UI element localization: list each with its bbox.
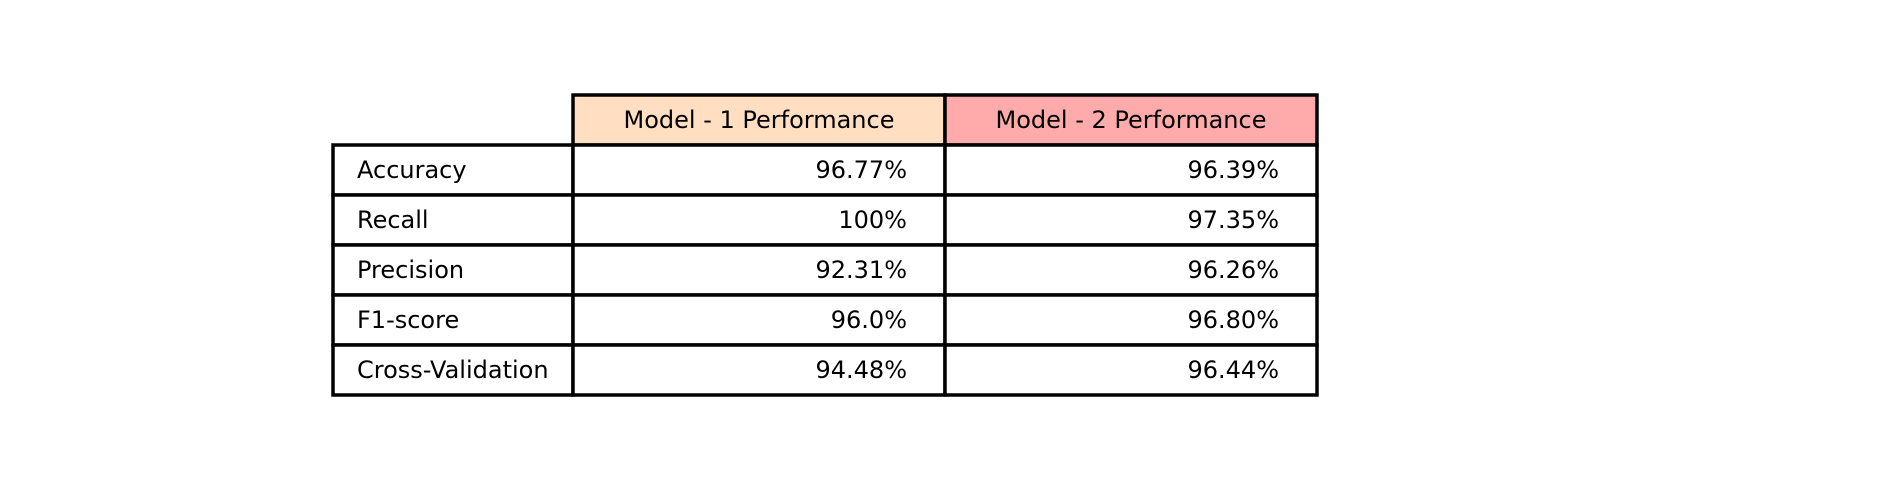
cell-value: 94.48% xyxy=(815,356,907,384)
column-header-label: Model - 1 Performance xyxy=(624,106,895,134)
cell-value: 96.80% xyxy=(1187,306,1279,334)
row-label-cell xyxy=(331,293,575,347)
value-cell xyxy=(943,293,1319,347)
value-cell xyxy=(943,193,1319,247)
value-cell xyxy=(943,343,1319,397)
cell-value: 92.31% xyxy=(815,256,907,284)
row-label-cell xyxy=(331,193,575,247)
cell-value: 96.39% xyxy=(1187,156,1279,184)
row-label: Cross-Validation xyxy=(357,356,549,384)
row-label: F1-score xyxy=(357,306,459,334)
cell-value: 96.26% xyxy=(1187,256,1279,284)
column-header-label: Model - 2 Performance xyxy=(996,106,1267,134)
cell-value: 100% xyxy=(838,206,907,234)
cell-value: 96.44% xyxy=(1187,356,1279,384)
cell-value: 97.35% xyxy=(1187,206,1279,234)
cell-value: 96.0% xyxy=(831,306,907,334)
row-label: Precision xyxy=(357,256,464,284)
cell-value: 96.77% xyxy=(815,156,907,184)
value-cell xyxy=(943,243,1319,297)
row-label: Recall xyxy=(357,206,429,234)
row-label: Accuracy xyxy=(357,156,467,184)
value-cell xyxy=(571,343,947,397)
value-cell xyxy=(571,243,947,297)
